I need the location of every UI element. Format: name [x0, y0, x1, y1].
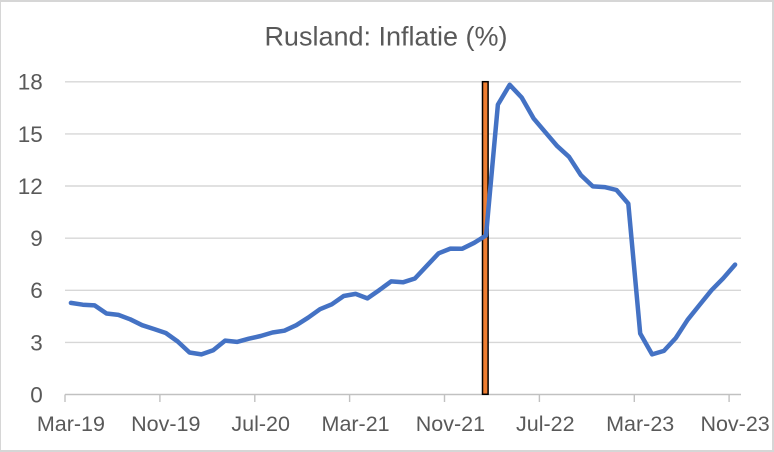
svg-text:Mar-19: Mar-19: [37, 412, 105, 436]
svg-text:Mar-21: Mar-21: [322, 412, 390, 436]
svg-text:3: 3: [30, 330, 43, 355]
svg-text:6: 6: [30, 278, 43, 303]
svg-text:18: 18: [18, 70, 43, 95]
svg-text:Mar-23: Mar-23: [606, 412, 674, 436]
svg-text:9: 9: [30, 226, 43, 251]
svg-text:12: 12: [18, 174, 43, 199]
svg-text:15: 15: [18, 122, 43, 147]
svg-text:Nov-21: Nov-21: [416, 412, 485, 436]
svg-text:Nov-23: Nov-23: [700, 412, 769, 436]
svg-text:0: 0: [30, 382, 43, 407]
svg-text:Rusland: Inflatie (%): Rusland: Inflatie (%): [264, 22, 507, 52]
svg-text:Jul-20: Jul-20: [231, 412, 290, 436]
svg-text:Jul-22: Jul-22: [516, 412, 575, 436]
svg-text:Nov-19: Nov-19: [131, 412, 200, 436]
